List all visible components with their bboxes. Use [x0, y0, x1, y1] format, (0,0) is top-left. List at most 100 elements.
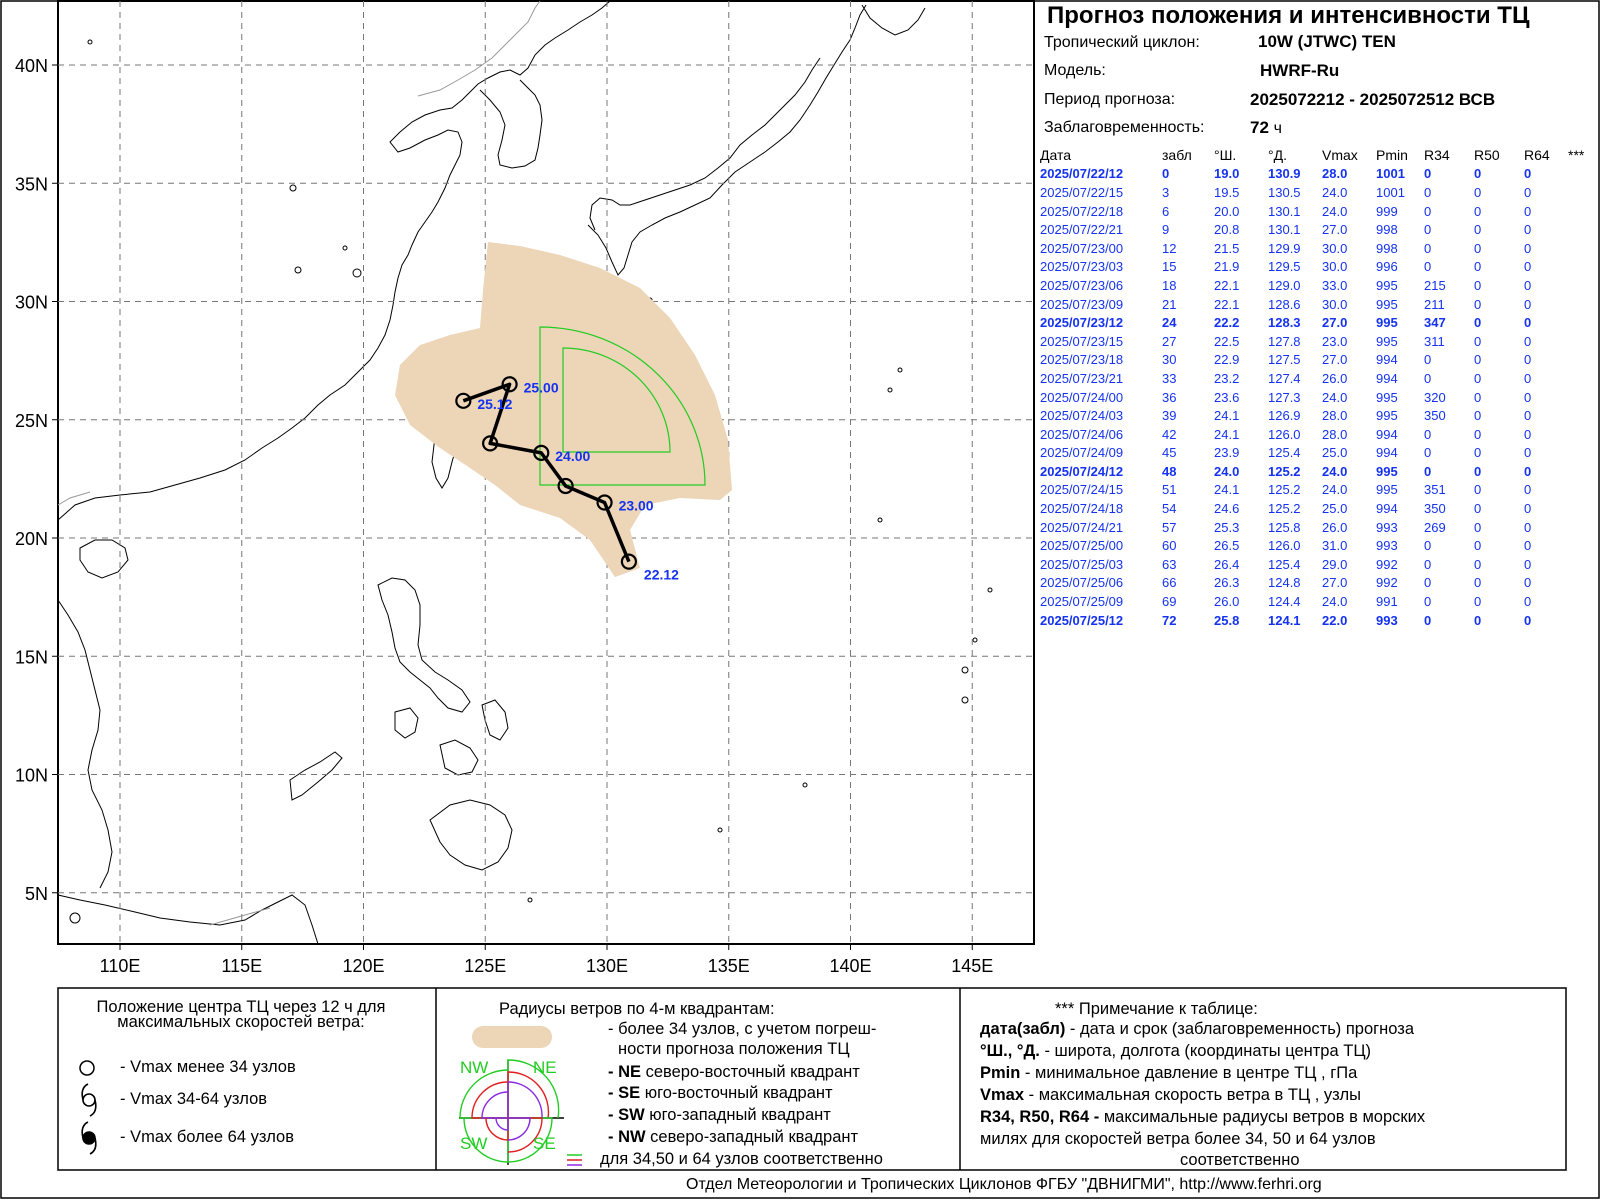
table-cell-r50: 0	[1474, 575, 1482, 591]
table-cell-pmin: 995	[1376, 408, 1398, 424]
table-cell-vmax: 28.0	[1322, 426, 1348, 442]
table-cell-r50: 0	[1474, 556, 1482, 572]
map-frame	[57, 0, 1035, 945]
track-point-label: 24.00	[555, 448, 590, 464]
legend-mid-item: - SE юго-восточный квадрант	[608, 1084, 833, 1102]
table-cell-vmax: 31.0	[1322, 538, 1348, 554]
lon-tick-label: 110E	[100, 956, 141, 976]
table-cell-vmax: 30.0	[1322, 259, 1348, 275]
table-cell-r50: 0	[1474, 389, 1482, 405]
table-cell-lon: 124.8	[1268, 575, 1301, 591]
table-cell-r64: 0	[1524, 538, 1532, 554]
table-cell-r64: 0	[1524, 426, 1532, 442]
table-cell-vmax: 27.0	[1322, 352, 1348, 368]
table-cell-lat: 25.8	[1214, 612, 1240, 628]
table-cell-pmin: 995	[1376, 333, 1398, 349]
table-cell-pmin: 999	[1376, 203, 1398, 219]
track-point	[501, 376, 518, 393]
table-cell-date: 2025/07/25/12	[1040, 612, 1124, 628]
track-point-label: 25.12	[477, 396, 512, 412]
table-cell-lead: 0	[1162, 166, 1170, 182]
table-cell-r34: 0	[1424, 556, 1432, 572]
table-cell-r64: 0	[1524, 463, 1532, 479]
table-cell-lon: 130.1	[1268, 203, 1301, 219]
quadrant-label-nw: NW	[460, 1058, 488, 1077]
table-cell-lat: 22.1	[1214, 296, 1240, 312]
table-cell-lon: 129.9	[1268, 240, 1301, 256]
table-cell-lat: 25.3	[1214, 519, 1240, 535]
table-cell-lat: 22.5	[1214, 333, 1240, 349]
table-header: Дата забл °Ш. °Д. Vmax Pmin R34 R50 R64 ***	[1040, 146, 1598, 165]
table-cell-r64: 0	[1524, 296, 1532, 312]
legend-mid-item: - NE северо-восточный квадрант	[608, 1063, 860, 1081]
table-row: 2025/07/23/18 30 22.9 127.5 27.0 994 0 0 0	[1040, 351, 1598, 370]
table-cell-pmin: 995	[1376, 277, 1398, 293]
table-cell-lon: 126.0	[1268, 538, 1301, 554]
legend-mid-item: для 34,50 и 64 узлов соответственно	[600, 1150, 883, 1168]
table-cell-pmin: 993	[1376, 519, 1398, 535]
column-header: Pmin	[1376, 147, 1408, 164]
legend-right-item: Pmin - минимальное давление в центре ТЦ …	[980, 1064, 1358, 1082]
legend-mid-item: - более 34 узлов, с учетом погреш-	[608, 1020, 877, 1038]
table-cell-vmax: 24.0	[1322, 594, 1348, 610]
table-cell-pmin: 994	[1376, 370, 1398, 386]
column-header: Vmax	[1322, 147, 1358, 164]
cyclone-value: 10W (JTWC) TEN	[1258, 32, 1396, 51]
table-cell-r64: 0	[1524, 222, 1532, 238]
table-cell-vmax: 30.0	[1322, 296, 1348, 312]
lat-tick-label: 10N	[15, 766, 48, 786]
table-cell-r50: 0	[1474, 463, 1482, 479]
track-point	[620, 553, 638, 570]
table-cell-r50: 0	[1474, 166, 1482, 182]
table-cell-vmax: 27.0	[1322, 315, 1348, 331]
table-cell-vmax: 33.0	[1322, 277, 1348, 293]
table-cell-lead: 12	[1162, 240, 1177, 256]
table-cell-lead: 18	[1162, 277, 1177, 293]
lat-tick-label: 30N	[15, 293, 48, 313]
table-cell-r34: 0	[1424, 352, 1432, 368]
table-row: 2025/07/23/09 21 22.1 128.6 30.0 995 211 0 0	[1040, 295, 1598, 314]
table-cell-vmax: 24.0	[1322, 184, 1348, 200]
ne-quadrant-r34-outer	[539, 326, 706, 486]
table-cell-lat: 22.9	[1214, 352, 1240, 368]
table-cell-lon: 129.0	[1268, 277, 1301, 293]
table-cell-lead: 45	[1162, 445, 1177, 461]
table-cell-lat: 20.8	[1214, 222, 1240, 238]
legend-left-item: - Vmax 34-64 узлов	[120, 1090, 268, 1108]
table-cell-r50: 0	[1474, 445, 1482, 461]
table-row: 2025/07/25/03 63 26.4 125.4 29.0 992 0 0 0	[1040, 555, 1598, 574]
table-cell-r50: 0	[1474, 612, 1482, 628]
table-cell-r34: 215	[1424, 277, 1446, 293]
table-cell-r34: 211	[1424, 296, 1445, 312]
table-cell-lat: 21.9	[1214, 259, 1240, 275]
legend-right-item: R34, R50, R64 - максимальные радиусы вет…	[980, 1108, 1426, 1126]
lead-label: Заблаговременность:	[1044, 119, 1205, 136]
lon-axis: 110E 115E 120E 125E 130E 135E 140E 145E	[100, 944, 993, 976]
table-cell-lon: 125.2	[1268, 482, 1301, 498]
track-point	[557, 477, 574, 495]
table-row: 2025/07/25/06 66 26.3 124.8 27.0 992 0 0 0	[1040, 574, 1598, 593]
table-cell-r34: 351	[1424, 482, 1446, 498]
track-line	[462, 382, 631, 563]
legend-right-item: дата(забл) - дата и срок (заблаговременн…	[980, 1020, 1415, 1038]
table-cell-lead: 15	[1162, 259, 1177, 275]
table-cell-lead: 48	[1162, 463, 1177, 479]
table-cell-date: 2025/07/24/15	[1040, 482, 1124, 498]
model-value: HWRF-Ru	[1260, 61, 1340, 80]
table-cell-date: 2025/07/22/21	[1040, 222, 1124, 238]
table-cell-r64: 0	[1524, 482, 1532, 498]
table-cell-lead: 69	[1162, 594, 1177, 610]
lon-tick-label: 130E	[586, 956, 628, 976]
table-cell-r64: 0	[1524, 612, 1532, 628]
table-cell-vmax: 28.0	[1322, 166, 1348, 182]
table-cell-r64: 0	[1524, 594, 1532, 610]
period-label: Период прогноза:	[1044, 91, 1176, 108]
quadrant-label-se: SE	[533, 1134, 556, 1153]
ne-quadrant-r34-inner	[562, 347, 671, 453]
table-cell-vmax: 29.0	[1322, 556, 1348, 572]
table-cell-lat: 20.0	[1214, 203, 1240, 219]
table-cell-r64: 0	[1524, 203, 1532, 219]
table-cell-date: 2025/07/25/09	[1040, 594, 1124, 610]
table-cell-r50: 0	[1474, 333, 1482, 349]
table-cell-lead: 24	[1162, 315, 1177, 331]
